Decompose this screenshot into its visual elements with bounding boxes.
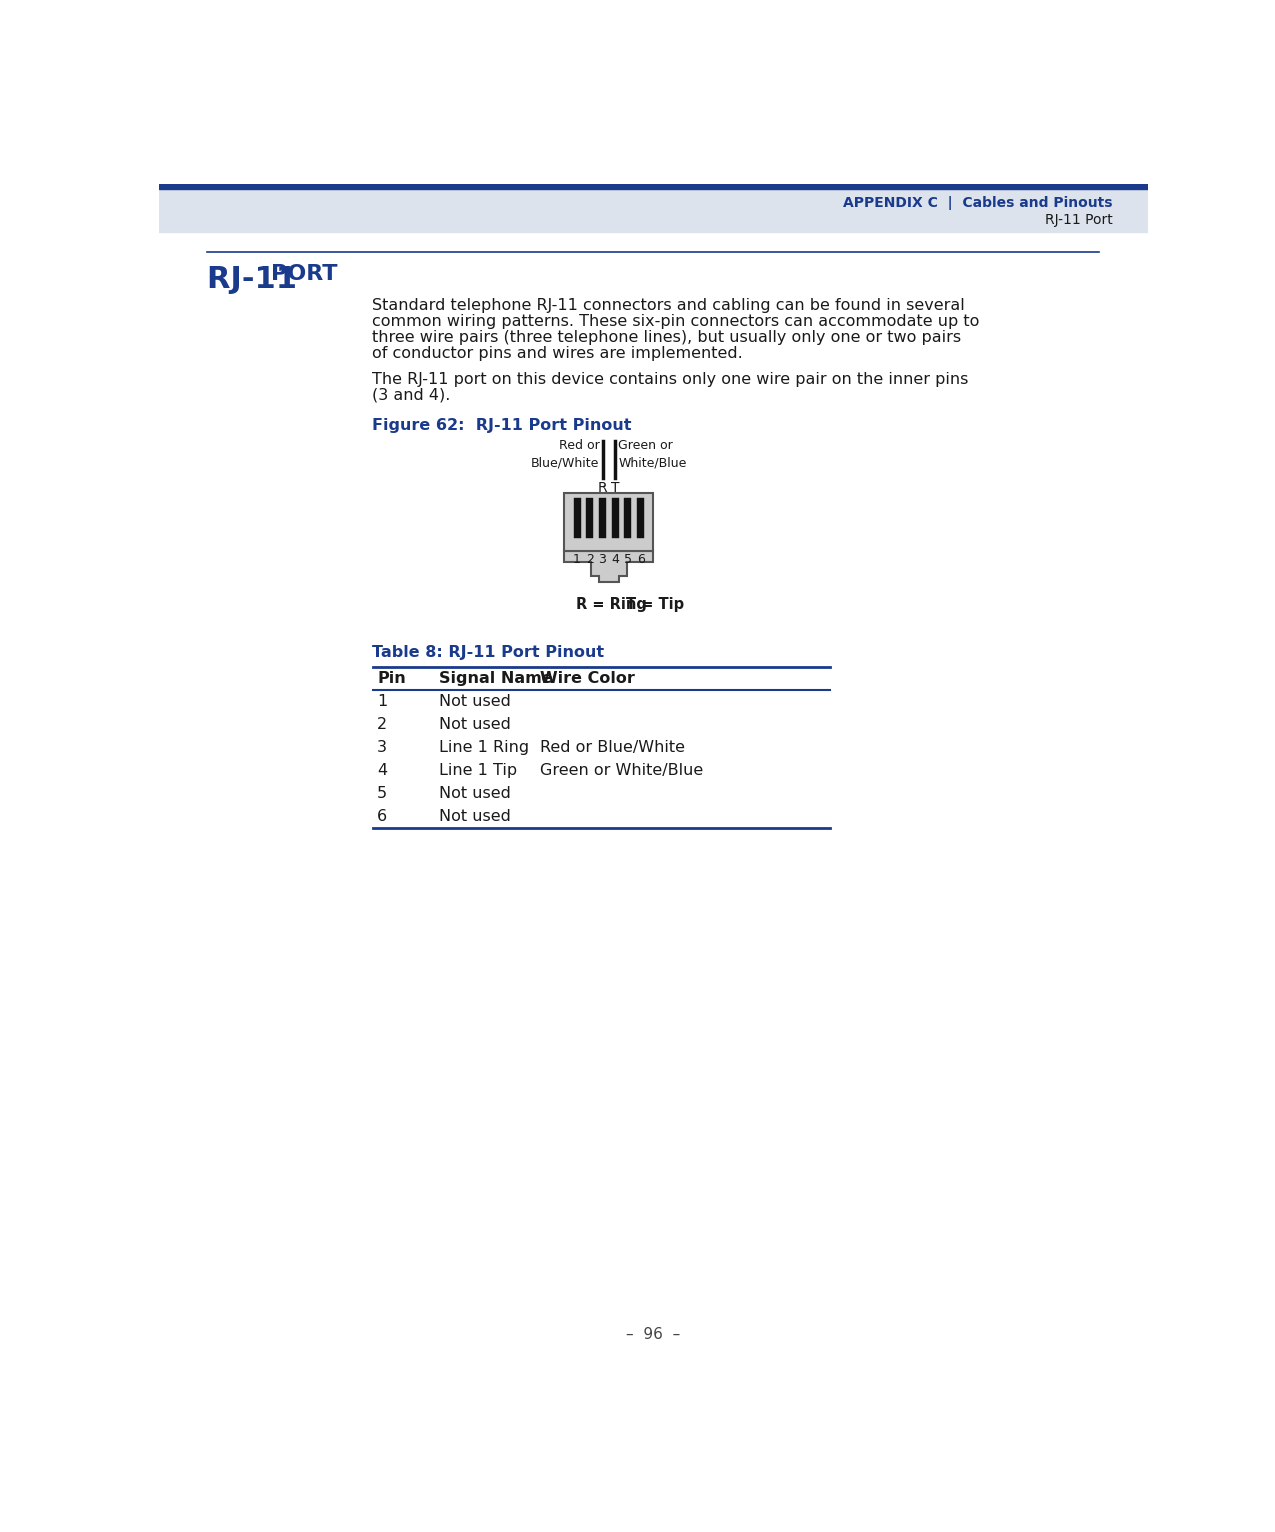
Text: Standard telephone RJ-11 connectors and cabling can be found in several: Standard telephone RJ-11 connectors and …: [372, 297, 965, 313]
Text: Table 8: RJ-11 Port Pinout: Table 8: RJ-11 Port Pinout: [372, 645, 604, 660]
Text: T = Tip: T = Tip: [626, 597, 685, 613]
Text: Line 1 Ring: Line 1 Ring: [439, 740, 529, 755]
Text: 4: 4: [377, 763, 388, 778]
Text: Wire Color: Wire Color: [539, 671, 635, 686]
Text: –  96  –: – 96 –: [626, 1327, 680, 1342]
Text: The RJ-11 port on this device contains only one wire pair on the inner pins: The RJ-11 port on this device contains o…: [372, 372, 969, 386]
Bar: [599, 498, 606, 538]
Bar: [159, 184, 1148, 190]
Bar: [638, 498, 644, 538]
Text: Not used: Not used: [439, 717, 511, 732]
Bar: [612, 498, 618, 538]
Text: (3 and 4).: (3 and 4).: [372, 388, 451, 403]
Text: 6: 6: [636, 553, 645, 567]
Text: Red or
Blue/White: Red or Blue/White: [532, 440, 599, 469]
Text: Line 1 Tip: Line 1 Tip: [439, 763, 518, 778]
Bar: [159, 190, 1148, 231]
Bar: [625, 498, 631, 538]
Text: three wire pairs (three telephone lines), but usually only one or two pairs: three wire pairs (three telephone lines)…: [372, 329, 961, 345]
Text: RJ-11 Port: RJ-11 Port: [1046, 213, 1113, 227]
Polygon shape: [565, 552, 653, 582]
Text: T: T: [611, 481, 620, 495]
Text: Pin: Pin: [377, 671, 405, 686]
Bar: [586, 498, 593, 538]
Text: 6: 6: [377, 809, 388, 824]
Text: RJ-11: RJ-11: [208, 265, 309, 294]
Text: 1: 1: [572, 553, 581, 567]
Text: Signal Name: Signal Name: [439, 671, 553, 686]
Text: Green or
White/Blue: Green or White/Blue: [618, 440, 686, 469]
Text: R: R: [598, 481, 607, 495]
Text: 4: 4: [611, 553, 620, 567]
Text: Figure 62:  RJ-11 Port Pinout: Figure 62: RJ-11 Port Pinout: [372, 418, 632, 434]
Text: Not used: Not used: [439, 786, 511, 801]
Text: R = Ring: R = Ring: [576, 597, 648, 613]
Text: of conductor pins and wires are implemented.: of conductor pins and wires are implemen…: [372, 346, 743, 362]
Text: 1: 1: [377, 694, 388, 709]
Text: 2: 2: [585, 553, 594, 567]
Text: Not used: Not used: [439, 694, 511, 709]
Bar: [565, 493, 653, 552]
Bar: [574, 498, 580, 538]
Text: 3: 3: [377, 740, 388, 755]
Text: PORT: PORT: [272, 264, 338, 283]
Text: Red or Blue/White: Red or Blue/White: [539, 740, 685, 755]
Text: 5: 5: [623, 553, 632, 567]
Text: 5: 5: [377, 786, 388, 801]
Text: common wiring patterns. These six-pin connectors can accommodate up to: common wiring patterns. These six-pin co…: [372, 314, 980, 329]
Text: 3: 3: [598, 553, 607, 567]
Text: APPENDIX C  |  Cables and Pinouts: APPENDIX C | Cables and Pinouts: [843, 196, 1113, 210]
Text: 2: 2: [377, 717, 388, 732]
Text: Green or White/Blue: Green or White/Blue: [539, 763, 703, 778]
Text: Not used: Not used: [439, 809, 511, 824]
